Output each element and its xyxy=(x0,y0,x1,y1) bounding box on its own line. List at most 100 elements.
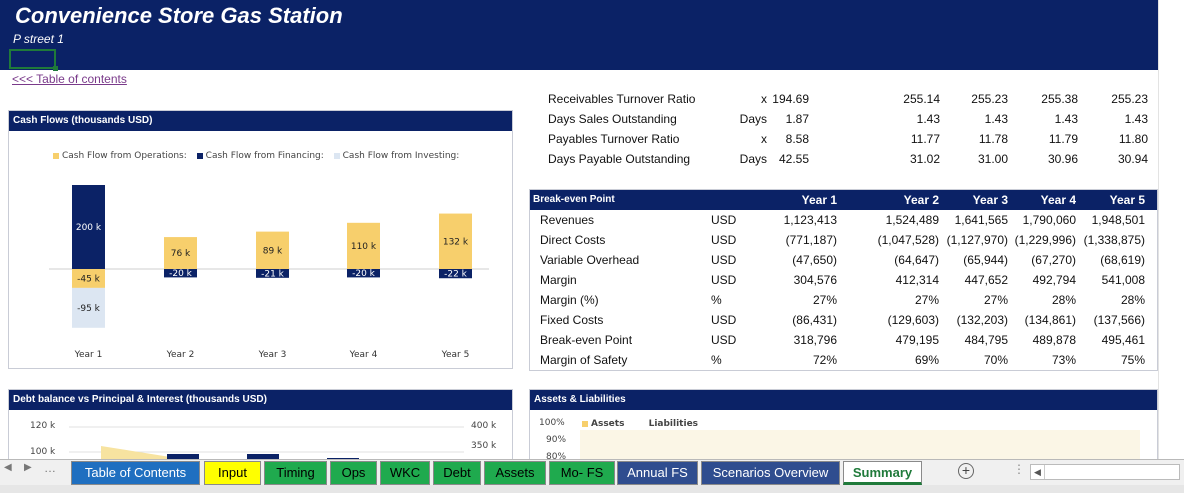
debt-bar xyxy=(247,454,279,463)
financing-bar xyxy=(164,269,197,278)
ratio-value: 1.87 xyxy=(785,112,809,126)
selected-cell[interactable] xyxy=(9,49,58,71)
tab-scroll-right[interactable]: ▶ xyxy=(24,462,32,473)
debt-right-tick: 400 k xyxy=(471,421,497,431)
financing-bar-label: -22 k xyxy=(444,270,468,280)
sheet-tab-bar: ◀ ▶ … Table of Contents Input Timing Ops WKC… xyxy=(0,459,1184,485)
ratio-value: 1.43 xyxy=(1054,112,1078,126)
tab-debt[interactable]: Debt xyxy=(433,461,481,485)
operations-bar xyxy=(439,213,472,269)
financing-bar xyxy=(72,185,105,269)
breakeven-value: 1,524,489 xyxy=(885,213,939,227)
breakeven-value: 495,461 xyxy=(1101,333,1145,347)
breakeven-value: (1,338,875) xyxy=(1083,233,1145,247)
tab-ops[interactable]: Ops xyxy=(330,461,377,485)
breakeven-row: Margin USD 304,576 412,314 447,652 492,794 541… xyxy=(530,270,1157,290)
financing-bar-label: -21 k xyxy=(261,269,285,279)
tab-annual-fs[interactable]: Annual FS xyxy=(617,461,698,485)
tab-table-of-contents[interactable]: Table of Contents xyxy=(71,461,200,485)
breakeven-value: (65,944) xyxy=(963,253,1008,267)
cash-flows-chart: -45 k 200 k -95 k Year 1 76 k -20 k Year 2 89 k… xyxy=(49,185,489,360)
breakeven-value: 27% xyxy=(812,293,837,307)
breakeven-label: Margin of Safety xyxy=(540,353,628,367)
x-axis-label: Year 4 xyxy=(349,350,378,360)
ratio-label: Days Sales Outstanding xyxy=(548,112,677,126)
breakeven-value: (132,203) xyxy=(956,313,1008,327)
tab-input[interactable]: Input xyxy=(204,461,261,485)
ratio-unit: x xyxy=(761,132,767,146)
ratio-unit: x xyxy=(761,92,767,106)
legend-swatch-liabilities xyxy=(639,420,646,427)
breakeven-value: 304,576 xyxy=(793,273,837,287)
breakeven-value: (1,229,996) xyxy=(1014,233,1076,247)
tab-mo-fs[interactable]: Mo- FS xyxy=(549,461,615,485)
table-of-contents-link[interactable]: <<< Table of contents xyxy=(12,72,127,86)
scroll-left-arrow-icon[interactable]: ◀ xyxy=(1031,465,1045,479)
year-header: Year 2 xyxy=(903,193,939,207)
more-options-icon[interactable]: ⋮ xyxy=(1013,462,1025,476)
x-axis-label: Year 5 xyxy=(441,350,470,360)
tab-summary[interactable]: Summary xyxy=(843,461,922,485)
year-header: Year 4 xyxy=(1040,193,1076,207)
breakeven-unit: % xyxy=(711,353,722,367)
breakeven-value: (129,603) xyxy=(887,313,939,327)
operations-bar-label: 89 k xyxy=(263,246,283,256)
breakeven-value: 69% xyxy=(914,353,939,367)
breakeven-row: Variable Overhead USD (47,650) (64,647) (65,… xyxy=(530,250,1157,270)
year-header: Year 5 xyxy=(1109,193,1145,207)
ratio-value: 255.23 xyxy=(971,92,1008,106)
breakeven-value: 28% xyxy=(1051,293,1076,307)
debt-panel: Debt balance vs Principal & Interest (th… xyxy=(8,389,513,464)
breakeven-label: Direct Costs xyxy=(540,233,606,247)
legend-swatch-assets xyxy=(582,420,588,427)
assets-legend: Assets Liabilities xyxy=(582,419,698,429)
breakeven-unit: USD xyxy=(711,313,737,327)
breakeven-label: Revenues xyxy=(540,213,595,227)
breakeven-value: (67,270) xyxy=(1031,253,1076,267)
ratio-row: Days Sales Outstanding Days 1.87 1.43 1.43 1.… xyxy=(530,109,1158,129)
tab-scenarios-overview[interactable]: Scenarios Overview xyxy=(701,461,840,485)
breakeven-value: 541,008 xyxy=(1101,273,1145,287)
breakeven-value: 484,795 xyxy=(964,333,1008,347)
legend-investing: Cash Flow from Investing: xyxy=(333,151,459,161)
legend-swatch-investing xyxy=(333,152,340,159)
breakeven-value: (86,431) xyxy=(792,313,837,327)
breakeven-value: 447,652 xyxy=(964,273,1008,287)
breakeven-value: (47,650) xyxy=(792,253,837,267)
ratio-value: 30.96 xyxy=(1047,152,1078,166)
tab-timing[interactable]: Timing xyxy=(264,461,327,485)
financing-bar xyxy=(347,269,380,278)
tab-assets[interactable]: Assets xyxy=(484,461,546,485)
breakeven-value: 489,878 xyxy=(1032,333,1076,347)
legend-swatch-operations xyxy=(53,152,59,159)
ratio-row: Days Payable Outstanding Days 42.55 31.02 31… xyxy=(530,149,1158,169)
assets-tick: 90% xyxy=(546,435,567,445)
debt-chart-area xyxy=(69,426,464,463)
operations-bar-label: 132 k xyxy=(443,237,469,247)
tab-wkc[interactable]: WKC xyxy=(380,461,430,485)
breakeven-value: 75% xyxy=(1120,353,1145,367)
legend-financing: Cash Flow from Financing: xyxy=(196,151,324,161)
tab-ellipsis[interactable]: … xyxy=(44,461,56,475)
debt-bar xyxy=(167,454,199,463)
breakeven-value: 70% xyxy=(983,353,1008,367)
ratio-value: 42.55 xyxy=(778,152,809,166)
plus-circle-icon[interactable]: + xyxy=(958,463,974,479)
tab-scroll-left[interactable]: ◀ xyxy=(4,462,12,473)
assets-tick: 80% xyxy=(546,452,567,462)
breakeven-row: Margin (%)% 27% 27% 27% 28% 28% xyxy=(530,290,1157,310)
horizontal-scrollbar[interactable]: ◀ xyxy=(1030,464,1180,480)
x-axis-label: Year 3 xyxy=(258,350,287,360)
breakeven-unit: USD xyxy=(711,233,737,247)
breakeven-label: Break-even Point xyxy=(540,333,633,347)
ratio-label: Receivables Turnover Ratio xyxy=(548,92,696,106)
operations-bar xyxy=(164,237,197,269)
breakeven-row: Margin of Safety% 72% 69% 70% 73% 75% xyxy=(530,350,1157,370)
breakeven-value: (64,647) xyxy=(894,253,939,267)
breakeven-unit: USD xyxy=(711,333,737,347)
assets-liabilities-title: Assets & Liabilities xyxy=(530,390,1157,410)
ratio-value: 11.78 xyxy=(978,132,1008,146)
breakeven-value: 492,794 xyxy=(1032,273,1076,287)
address-subtitle: P street 1 xyxy=(13,32,64,46)
